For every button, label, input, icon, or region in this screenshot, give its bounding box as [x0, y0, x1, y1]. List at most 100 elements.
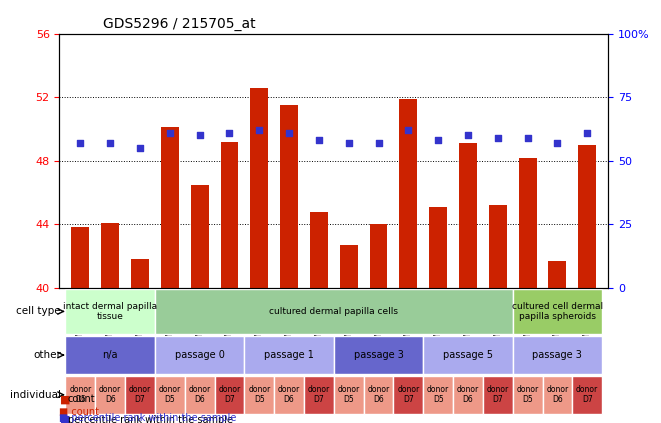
Point — [284, 129, 294, 136]
Bar — [429, 207, 447, 288]
Text: donor
D5: donor D5 — [159, 385, 181, 404]
Text: cultured dermal papilla cells: cultured dermal papilla cells — [269, 307, 399, 316]
Bar — [280, 105, 298, 288]
Point — [344, 140, 354, 146]
Text: donor
D5: donor D5 — [338, 385, 360, 404]
FancyBboxPatch shape — [304, 376, 334, 414]
FancyBboxPatch shape — [215, 376, 245, 414]
FancyBboxPatch shape — [155, 336, 245, 374]
Point — [373, 140, 384, 146]
Text: ■: ■ — [59, 415, 70, 423]
FancyBboxPatch shape — [155, 376, 184, 414]
Bar — [190, 184, 209, 288]
Text: donor
D7: donor D7 — [129, 385, 151, 404]
Text: individual: individual — [10, 390, 61, 400]
Text: ■: ■ — [59, 394, 70, 404]
FancyBboxPatch shape — [453, 376, 483, 414]
Text: ■ count: ■ count — [59, 407, 100, 417]
Point — [582, 129, 592, 136]
Text: passage 0: passage 0 — [175, 350, 225, 360]
Text: donor
D6: donor D6 — [368, 385, 389, 404]
Text: donor
D5: donor D5 — [427, 385, 449, 404]
Bar — [310, 212, 328, 288]
FancyBboxPatch shape — [513, 289, 602, 334]
Point — [194, 132, 205, 139]
Point — [552, 140, 563, 146]
Text: other: other — [33, 350, 61, 360]
Text: n/a: n/a — [102, 350, 118, 360]
Text: donor
D7: donor D7 — [397, 385, 420, 404]
Text: cell type: cell type — [17, 306, 61, 316]
Bar — [578, 145, 596, 288]
Point — [224, 129, 235, 136]
Point — [135, 145, 145, 151]
Text: passage 5: passage 5 — [443, 350, 493, 360]
FancyBboxPatch shape — [65, 289, 155, 334]
FancyBboxPatch shape — [423, 336, 513, 374]
FancyBboxPatch shape — [125, 376, 155, 414]
Bar — [489, 205, 507, 288]
Point — [403, 127, 414, 134]
Bar — [549, 261, 566, 288]
Bar — [519, 157, 537, 288]
Bar — [221, 142, 239, 288]
FancyBboxPatch shape — [543, 376, 572, 414]
FancyBboxPatch shape — [95, 376, 125, 414]
Point — [254, 127, 264, 134]
Text: donor
D5: donor D5 — [248, 385, 270, 404]
FancyBboxPatch shape — [155, 289, 513, 334]
FancyBboxPatch shape — [334, 376, 364, 414]
Text: donor
D7: donor D7 — [486, 385, 509, 404]
Bar — [340, 245, 358, 288]
FancyBboxPatch shape — [572, 376, 602, 414]
FancyBboxPatch shape — [483, 376, 513, 414]
Point — [433, 137, 444, 144]
Point — [313, 137, 324, 144]
FancyBboxPatch shape — [334, 336, 423, 374]
FancyBboxPatch shape — [513, 336, 602, 374]
Text: percentile rank within the sample: percentile rank within the sample — [68, 415, 233, 423]
Text: count: count — [68, 394, 96, 404]
Point — [522, 135, 533, 141]
FancyBboxPatch shape — [274, 376, 304, 414]
Bar — [399, 99, 417, 288]
FancyBboxPatch shape — [513, 376, 543, 414]
Text: passage 3: passage 3 — [533, 350, 582, 360]
Text: cultured cell dermal
papilla spheroids: cultured cell dermal papilla spheroids — [512, 302, 603, 321]
Text: donor
D6: donor D6 — [457, 385, 479, 404]
FancyBboxPatch shape — [364, 376, 393, 414]
Text: passage 1: passage 1 — [264, 350, 314, 360]
Point — [75, 140, 86, 146]
Text: donor
D7: donor D7 — [218, 385, 241, 404]
FancyBboxPatch shape — [184, 376, 215, 414]
Text: donor
D7: donor D7 — [576, 385, 598, 404]
Bar — [131, 259, 149, 288]
FancyBboxPatch shape — [393, 376, 423, 414]
FancyBboxPatch shape — [245, 376, 274, 414]
Point — [492, 135, 503, 141]
Text: donor
D6: donor D6 — [188, 385, 211, 404]
Text: intact dermal papilla
tissue: intact dermal papilla tissue — [63, 302, 157, 321]
Text: passage 3: passage 3 — [354, 350, 403, 360]
Text: donor
D6: donor D6 — [99, 385, 122, 404]
FancyBboxPatch shape — [245, 336, 334, 374]
Text: donor
D6: donor D6 — [546, 385, 568, 404]
Bar — [71, 228, 89, 288]
Bar — [459, 143, 477, 288]
Text: donor
D7: donor D7 — [308, 385, 330, 404]
Text: donor
D5: donor D5 — [69, 385, 91, 404]
Text: GDS5296 / 215705_at: GDS5296 / 215705_at — [103, 17, 256, 31]
Point — [463, 132, 473, 139]
Point — [165, 129, 175, 136]
FancyBboxPatch shape — [65, 376, 95, 414]
Text: donor
D5: donor D5 — [516, 385, 539, 404]
FancyBboxPatch shape — [65, 336, 155, 374]
Text: ■ percentile rank within the sample: ■ percentile rank within the sample — [59, 413, 237, 423]
Text: donor
D6: donor D6 — [278, 385, 300, 404]
Bar — [161, 127, 178, 288]
Bar — [369, 224, 387, 288]
Bar — [251, 88, 268, 288]
Bar — [101, 222, 119, 288]
FancyBboxPatch shape — [423, 376, 453, 414]
Point — [105, 140, 116, 146]
